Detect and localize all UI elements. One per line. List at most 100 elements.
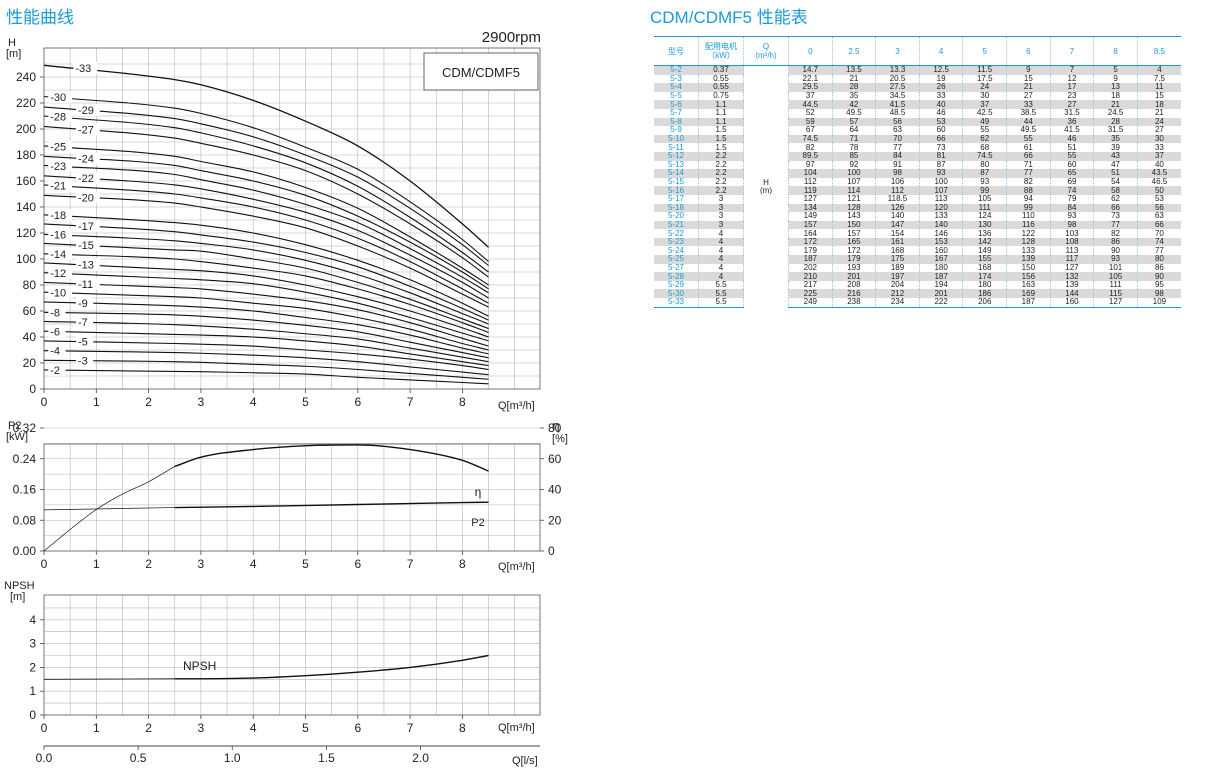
cell-motor-kw: 1.1 — [698, 118, 744, 127]
cell-motor-kw: 5.5 — [698, 298, 744, 308]
cell-head: 64 — [831, 126, 876, 135]
cell-head: 172 — [831, 246, 876, 256]
cell-head: 18 — [1136, 100, 1181, 109]
cell-head: 143 — [831, 212, 876, 221]
x-tick-label: 4 — [250, 395, 257, 409]
cell-head: 174 — [962, 272, 1007, 281]
cell-head: 33 — [1136, 143, 1181, 152]
cell-head: 82 — [788, 143, 833, 152]
cell-head: 179 — [831, 255, 876, 264]
x-tick-label: 5 — [302, 721, 309, 735]
cell-motor-kw: 1.1 — [698, 100, 744, 109]
cell-head: 99 — [962, 186, 1007, 195]
curve-line-thin — [43, 507, 175, 511]
cell-head: 110 — [1006, 212, 1051, 221]
cell-motor-kw: 5.5 — [698, 289, 744, 299]
x-tick-label: 4 — [250, 557, 257, 571]
table-row: 5-14 2.2 104 100 98 93 87 77 65 51 43.5 — [654, 169, 1181, 178]
cell-head: 127 — [788, 195, 833, 204]
y2-tick-label: 80 — [548, 421, 562, 435]
cell-head: 66 — [1093, 203, 1138, 213]
curve-line — [43, 95, 489, 263]
cell-motor-kw: 0.37 — [698, 65, 744, 75]
curve-line — [43, 64, 489, 248]
cell-head: 5 — [1093, 65, 1138, 75]
curve-line — [174, 444, 489, 472]
y-tick-label: 0 — [29, 708, 36, 722]
cell-model: 5-3 — [670, 73, 682, 83]
cell-head: 53 — [918, 118, 963, 127]
cell-head: 89.5 — [788, 152, 833, 161]
cell-head: 41.5 — [875, 100, 920, 109]
cell-head: 80 — [1136, 255, 1181, 264]
cell-head: 44 — [1006, 118, 1051, 127]
cell-head: 54 — [1093, 178, 1138, 187]
cell-head: 133 — [918, 212, 963, 221]
x-tick-label: 8 — [459, 721, 466, 735]
series-label-bg — [48, 179, 73, 192]
cell-head: 24.5 — [1093, 109, 1138, 118]
cell-model: 5-18 — [654, 203, 699, 213]
cell-model: 5-28 — [654, 272, 699, 281]
cell-head: 27 — [1006, 92, 1051, 101]
series-label: -7 — [78, 317, 88, 329]
table-row: 5-2 0.37 H (m) 14.7 13.5 13.3 12.5 11.5 9 7 5 4 — [654, 65, 1181, 308]
cell-model: 5-6 — [654, 100, 699, 109]
cell-head: 128 — [831, 203, 876, 213]
cell-head: 14.7 — [788, 65, 833, 75]
cell-motor-kw: 2.2 — [698, 186, 744, 195]
cell-head: 180 — [918, 264, 963, 273]
cell-motor-kw: 4 — [698, 238, 744, 247]
cell-head: 108 — [1049, 238, 1094, 247]
cell-motor-kw: 1.5 — [698, 126, 744, 135]
cell-head: 100 — [831, 169, 876, 178]
x-tick-label: 6 — [354, 721, 361, 735]
y-tick-label: 160 — [16, 174, 36, 188]
cell-head: 30 — [962, 92, 1007, 101]
cell-head: 63 — [875, 126, 920, 135]
series-label: -18 — [50, 210, 66, 222]
series-label-bg — [75, 258, 100, 271]
cell-model: 5-20 — [667, 211, 684, 221]
cell-head: 37 — [788, 92, 833, 101]
cell-head: 56 — [1136, 203, 1181, 213]
cell-model: 5-8 — [654, 118, 699, 127]
x-tick-label: 1 — [93, 557, 100, 571]
cell-head: 13.3 — [875, 65, 920, 75]
series-label: P2 — [471, 517, 484, 529]
plot-frame — [43, 594, 541, 716]
cell-head: 91 — [875, 161, 920, 170]
cell-model: 5-24 — [667, 245, 684, 255]
cell-head: 15 — [1006, 75, 1051, 84]
cell-head: 15 — [1136, 92, 1181, 101]
series-label: -25 — [50, 141, 66, 153]
table-row: 5-25 4 187 179 175 167 155 139 117 93 80 — [654, 255, 1181, 264]
cell-motor-kw: 3 — [698, 195, 744, 204]
cell-head: 13 — [1093, 83, 1138, 92]
series-label-bg — [75, 335, 94, 348]
cell-head: 202 — [788, 264, 833, 273]
cell-head: 77 — [1093, 221, 1138, 230]
cell-head: 87 — [962, 169, 1007, 178]
cell-head: 164 — [788, 229, 833, 238]
h-label: H — [763, 177, 769, 187]
table-row: 5-11 1.5 82 78 77 73 68 61 51 39 33 — [654, 143, 1181, 152]
series-label-bg — [75, 152, 100, 165]
cell-head: 87 — [918, 161, 963, 170]
cell-head: 107 — [831, 178, 876, 187]
cell-model: 5-13 — [667, 159, 684, 169]
y-tick-label: 20 — [23, 356, 37, 370]
cell-head: 150 — [1006, 264, 1051, 273]
series-label-bg — [48, 286, 73, 299]
x-axis-label: Q[m³/h] — [498, 561, 535, 573]
table-row: 5-4 0.55 29.5 28 27.5 26 24 21 17 13 11 — [654, 83, 1181, 92]
cell-model: 5-10 — [654, 135, 699, 144]
header-flow: 3 — [875, 36, 920, 66]
curve-line — [43, 184, 489, 304]
cell-model: 5-25 — [654, 255, 699, 264]
cell-model: 5-22 — [667, 228, 684, 238]
cell-head: 86 — [1136, 264, 1181, 273]
curve-line — [43, 233, 489, 325]
y-tick-label: 240 — [16, 70, 36, 84]
